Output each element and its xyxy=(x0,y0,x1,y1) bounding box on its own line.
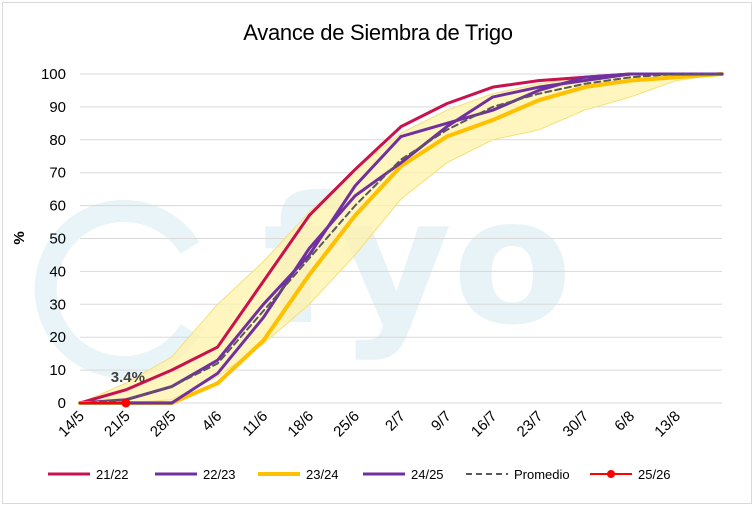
x-tick-label: 14/5 xyxy=(55,408,88,441)
legend-label: Promedio xyxy=(514,467,570,482)
y-tick-label: 30 xyxy=(49,296,66,313)
x-tick-label: 11/6 xyxy=(239,408,271,440)
y-axis-label: % xyxy=(11,231,28,244)
x-tick-label: 6/8 xyxy=(611,408,638,435)
legend-label: 22/23 xyxy=(203,467,236,482)
annotation-label: 3.4% xyxy=(111,369,145,386)
y-tick-label: 80 xyxy=(49,132,66,149)
y-tick-label: 20 xyxy=(49,329,66,346)
x-tick-label: 25/6 xyxy=(330,408,363,441)
legend-label: 23/24 xyxy=(306,467,339,482)
y-tick-label: 60 xyxy=(49,198,66,215)
y-tick-label: 90 xyxy=(49,99,66,116)
series-line-23-24 xyxy=(78,72,724,405)
legend-marker xyxy=(607,470,615,478)
series-line-24-25 xyxy=(78,72,724,405)
x-tick-label: 21/5 xyxy=(101,408,134,441)
series-group xyxy=(78,72,724,408)
x-tick-label: 30/7 xyxy=(560,408,593,441)
legend-label: 25/26 xyxy=(638,467,671,482)
x-tick-label: 2/7 xyxy=(382,408,409,435)
series-line-promedio xyxy=(79,73,723,404)
x-tick-label: 16/7 xyxy=(468,408,501,441)
y-axis-ticks: 0 10 20 30 40 50 60 70 80 90 100 xyxy=(41,66,66,412)
legend-label: 24/25 xyxy=(411,467,444,482)
x-tick-label: 4/6 xyxy=(199,408,226,435)
y-tick-label: 70 xyxy=(49,165,66,182)
chart-title: Avance de Siembra de Trigo xyxy=(243,20,513,45)
y-tick-label: 100 xyxy=(41,66,66,83)
legend: 21/22 22/23 23/24 24/25 Promedio 25/26 xyxy=(48,467,671,482)
x-tick-label: 28/5 xyxy=(147,408,180,441)
x-tick-label: 23/7 xyxy=(514,408,547,441)
watermark-arc xyxy=(34,200,200,378)
x-axis-ticks: 14/5 21/5 28/5 4/6 11/6 18/6 25/6 2/7 9/7 16/7 23/… xyxy=(55,408,684,441)
series-marker-25-26 xyxy=(121,398,131,408)
x-tick-label: 9/7 xyxy=(428,408,455,435)
y-tick-label: 0 xyxy=(58,395,66,412)
y-tick-label: 10 xyxy=(49,362,66,379)
legend-label: 21/22 xyxy=(96,467,129,482)
y-tick-label: 40 xyxy=(49,263,66,280)
x-tick-label: 13/8 xyxy=(651,408,684,441)
y-tick-label: 50 xyxy=(49,231,66,248)
x-tick-label: 18/6 xyxy=(284,408,317,441)
